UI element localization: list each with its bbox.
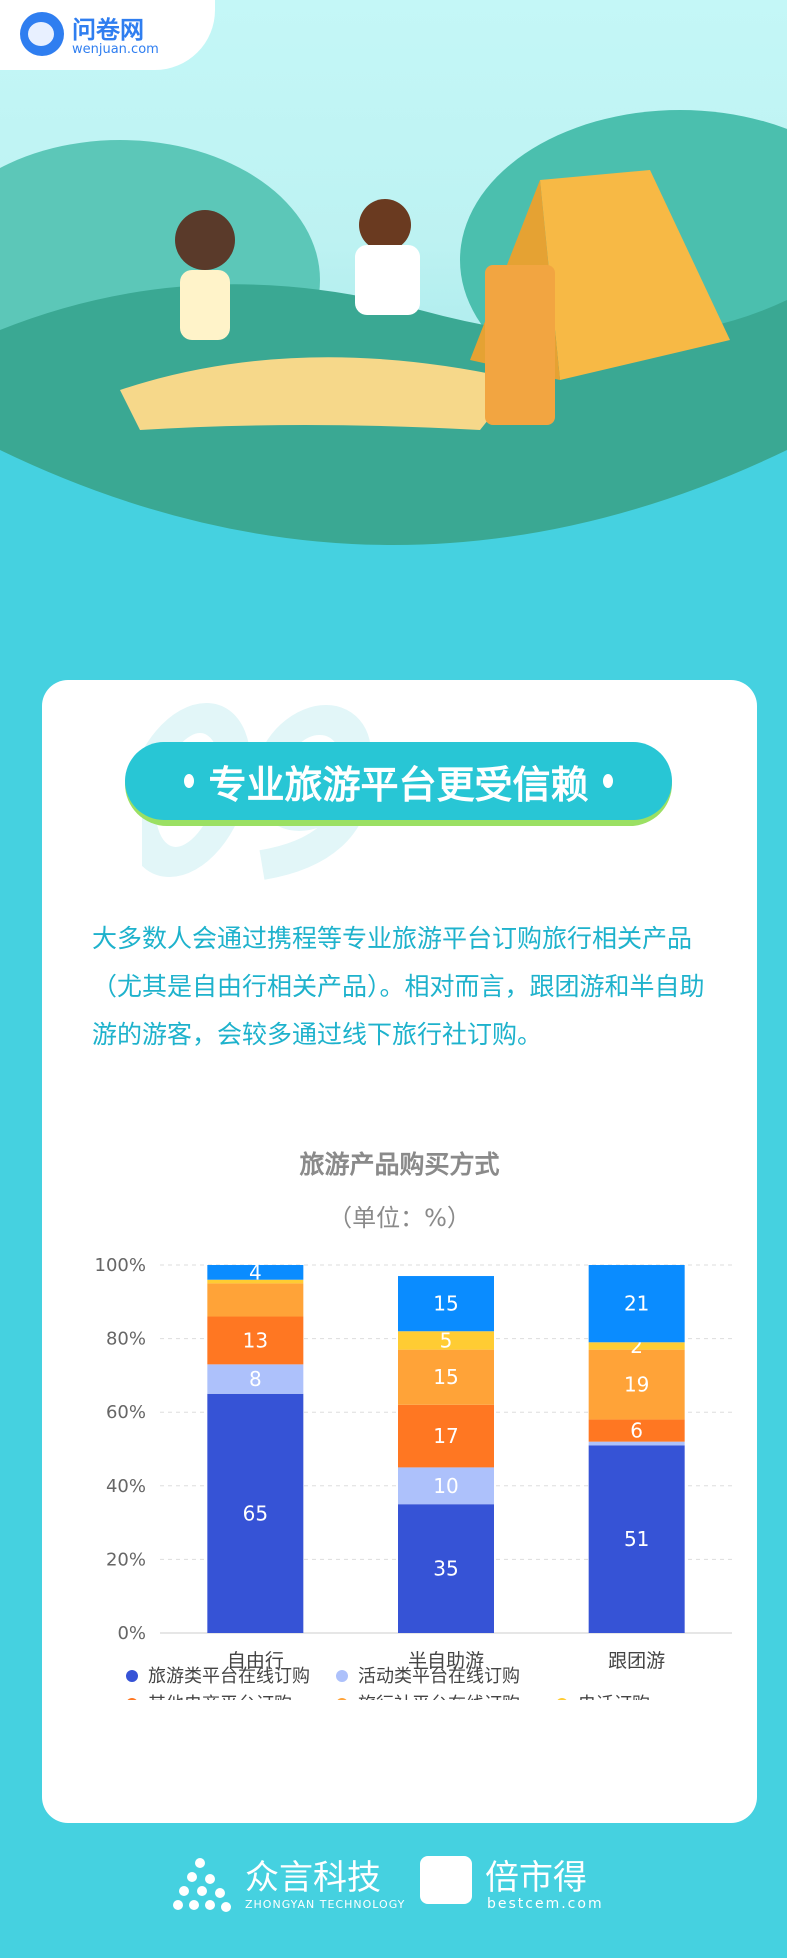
bar-segment	[398, 1349, 494, 1405]
data-label: 17	[433, 1424, 458, 1448]
footer: 众言科技 ZHONGYAN TECHNOLOGY 倍市得 bestcem.com	[0, 1850, 787, 1920]
x-tick-label: 跟团游	[608, 1650, 665, 1672]
bar-segment	[207, 1393, 304, 1633]
legend-label: 活动类平台在线订购	[358, 1666, 520, 1687]
y-tick-label: 60%	[106, 1402, 146, 1423]
y-tick-label: 20%	[106, 1549, 146, 1570]
legend-label: 其他电商平台订购	[148, 1694, 292, 1700]
y-tick-label: 100%	[95, 1255, 146, 1276]
data-label: 10	[433, 1474, 458, 1498]
section-title-banner: 专业旅游平台更受信赖	[125, 742, 672, 826]
header-illustration: 问卷网 wenjuan.com	[0, 0, 787, 600]
bar-segment	[398, 1331, 494, 1350]
data-label: 21	[624, 1292, 649, 1316]
data-label: 35	[433, 1557, 458, 1581]
y-tick-label: 0%	[117, 1623, 146, 1644]
data-label: 4	[249, 1260, 262, 1284]
bullet-dot-icon	[602, 774, 613, 788]
legend-marker	[126, 1670, 138, 1682]
data-label: 51	[624, 1527, 649, 1551]
legend-marker	[557, 1698, 567, 1700]
bar-segment	[207, 1283, 304, 1317]
x-tick-label: 自由行	[227, 1650, 284, 1672]
wenjuan-logo[interactable]: 问卷网 wenjuan.com	[0, 0, 215, 70]
bar-segment	[207, 1265, 304, 1280]
y-tick-label: 80%	[106, 1329, 146, 1350]
camping-scene-illustration	[0, 110, 787, 600]
data-label: 65	[243, 1501, 268, 1525]
bar-segment	[588, 1349, 685, 1420]
legend-marker	[336, 1670, 348, 1682]
bar-segment	[588, 1441, 685, 1446]
logo-text: 问卷网	[72, 16, 144, 44]
legend-marker	[127, 1698, 137, 1700]
data-label: 6	[630, 1419, 643, 1443]
bar-segment	[588, 1445, 685, 1633]
bar-segment	[588, 1419, 685, 1442]
data-label: 15	[433, 1292, 458, 1316]
bar-segment	[398, 1276, 494, 1332]
chart-subtitle: （单位：%）	[328, 1204, 471, 1232]
x-tick-label: 半自助游	[408, 1650, 484, 1672]
wenjuan-logo-icon	[20, 12, 64, 56]
y-tick-label: 40%	[106, 1476, 146, 1497]
zhongyan-brand-en: ZHONGYAN TECHNOLOGY	[245, 1898, 406, 1911]
chart-title: 旅游产品购买方式	[299, 1150, 500, 1179]
bar-segment	[588, 1342, 685, 1350]
content-card: 专业旅游平台更受信赖 大多数人会通过携程等专业旅游平台订购旅行相关产品（尤其是自…	[42, 680, 757, 1823]
bar-segment	[588, 1265, 685, 1343]
legend-label: 旅游类平台在线订购	[148, 1666, 310, 1687]
bar-segment	[207, 1279, 304, 1284]
data-label: 15	[433, 1365, 458, 1389]
description-text: 大多数人会通过携程等专业旅游平台订购旅行相关产品（尤其是自由行相关产品）。相对而…	[92, 924, 705, 1049]
data-label: 19	[624, 1373, 649, 1397]
zhongyan-logo-icon	[173, 1858, 231, 1912]
bar-segment	[398, 1504, 494, 1633]
data-label: 13	[243, 1328, 268, 1352]
bullet-dot-icon	[184, 774, 195, 788]
bar-segment	[207, 1316, 304, 1365]
bar-segment	[398, 1467, 494, 1505]
zhongyan-brand-name: 众言科技	[245, 1858, 381, 1898]
bestcem-brand-name: 倍市得	[485, 1858, 587, 1898]
data-label: 8	[249, 1367, 262, 1391]
bestcem-logo-icon	[420, 1856, 472, 1904]
legend-marker	[337, 1698, 347, 1700]
legend-label: 旅行社平台在线订购	[358, 1694, 520, 1700]
legend-label: 电话订购	[578, 1694, 650, 1700]
logo-domain: wenjuan.com	[72, 42, 159, 57]
section-title: 专业旅游平台更受信赖	[208, 762, 589, 807]
bar-segment	[207, 1364, 304, 1394]
bar-segment	[398, 1404, 494, 1468]
stacked-bar-chart: 0%20%40%60%80%100%658134自由行35101715515半自…	[95, 1255, 732, 1700]
data-label: 5	[440, 1328, 453, 1352]
bestcem-domain: bestcem.com	[487, 1896, 604, 1912]
